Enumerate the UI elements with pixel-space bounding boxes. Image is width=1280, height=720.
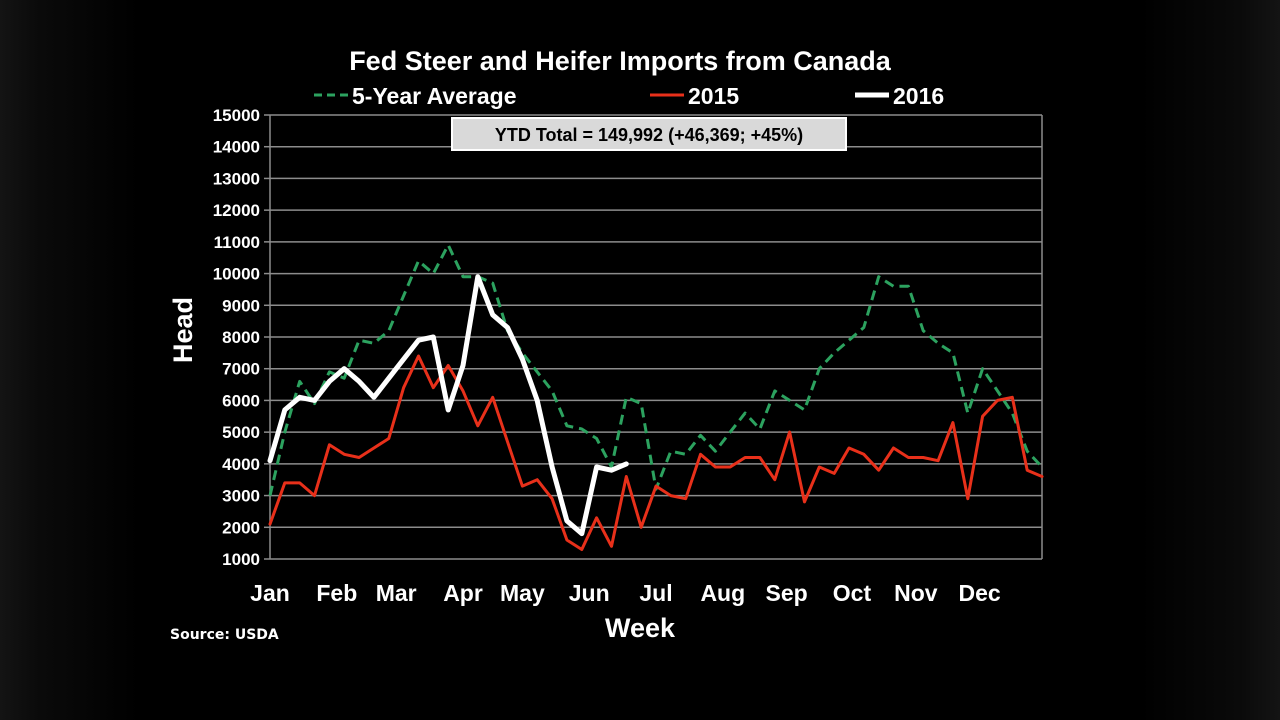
- ytd-annotation: YTD Total = 149,992 (+46,369; +45%): [451, 117, 847, 151]
- x-tick-label: Jun: [569, 580, 610, 606]
- y-tick-label: 1000: [222, 550, 260, 569]
- y-tick-label: 12000: [213, 201, 260, 220]
- y-tick-label: 6000: [222, 391, 260, 410]
- annotation-text: YTD Total = 149,992 (+46,369; +45%): [495, 125, 803, 145]
- chart-title: Fed Steer and Heifer Imports from Canada: [349, 46, 892, 76]
- y-tick-label: 13000: [213, 169, 260, 188]
- y-tick-label: 2000: [222, 518, 260, 537]
- legend-label: 5-Year Average: [352, 83, 517, 109]
- x-tick-label: Oct: [833, 580, 872, 606]
- x-tick-label: Feb: [316, 580, 357, 606]
- x-tick-label: Jan: [250, 580, 290, 606]
- legend-label: 2015: [688, 83, 739, 109]
- y-axis-ticks: 1000 2000 3000 4000 5000 6000 7000 8000 9000 1000…: [213, 106, 260, 569]
- y-tick-label: 7000: [222, 360, 260, 379]
- x-tick-label: Jul: [639, 580, 672, 606]
- x-tick-label: Aug: [700, 580, 745, 606]
- series-line-2016: [267, 274, 629, 537]
- chart-grid: [264, 114, 1043, 560]
- annotation-box: [451, 117, 847, 151]
- x-tick-label: Sep: [766, 580, 808, 606]
- series-lines: [267, 243, 1044, 551]
- series-line-2015: [268, 354, 1044, 551]
- y-tick-label: 5000: [222, 423, 260, 442]
- y-axis-label: Head: [168, 297, 198, 363]
- x-axis-ticks: Jan Feb Mar Apr May Jun Jul Aug Sep Oct Nov Dec: [250, 580, 1001, 606]
- x-tick-label: May: [500, 580, 545, 606]
- y-tick-label: 8000: [222, 328, 260, 347]
- legend-label: 2016: [893, 83, 944, 109]
- y-tick-label: 14000: [213, 138, 260, 157]
- y-tick-label: 11000: [214, 233, 260, 252]
- y-tick-label: 15000: [213, 106, 260, 125]
- x-tick-label: Nov: [894, 580, 938, 606]
- y-tick-label: 9000: [222, 296, 260, 315]
- y-tick-label: 10000: [213, 265, 260, 284]
- x-axis-label: Week: [605, 613, 676, 643]
- y-tick-label: 4000: [222, 455, 260, 474]
- y-tick-label: 3000: [222, 487, 260, 506]
- x-tick-label: Apr: [443, 580, 483, 606]
- x-tick-label: Dec: [959, 580, 1001, 606]
- x-tick-label: Mar: [376, 580, 417, 606]
- chart-legend: 5-Year Average 2015 2016: [314, 83, 944, 109]
- source-note: Source: USDA: [170, 627, 279, 643]
